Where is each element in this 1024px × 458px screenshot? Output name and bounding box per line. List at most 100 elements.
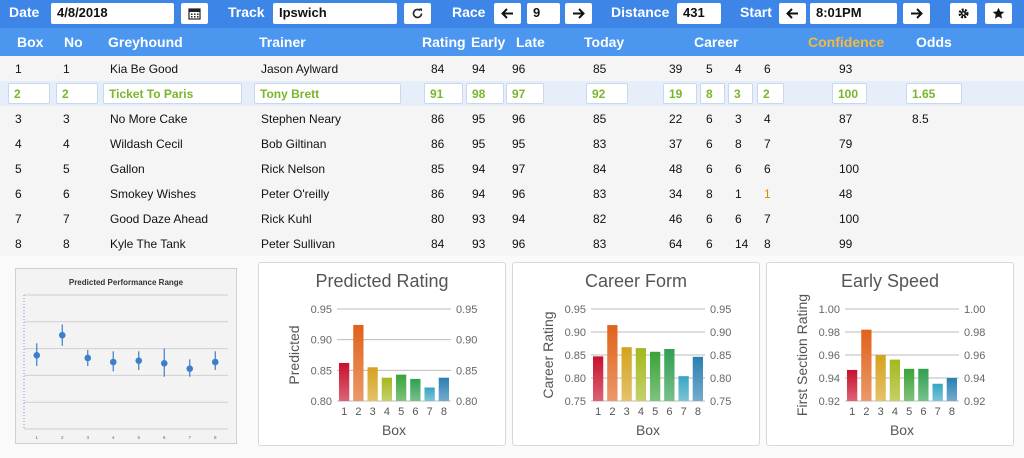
bar-shine [918,368,929,401]
table-row[interactable]: 3 3 No More Cake Stephen Neary 86 95 96 … [0,106,1024,131]
no-field[interactable]: 2 [56,83,98,104]
odds-field[interactable]: 1.65 [906,83,962,104]
box-cell: 5 [15,162,22,176]
y-axis-label: First Section Rating [794,294,810,416]
career-starts-cell: 39 [669,62,683,76]
rating-cell: 84 [431,62,445,76]
settings-button[interactable] [950,3,977,24]
header-rating[interactable]: Rating [422,34,466,50]
x-tick-label: 8 [214,435,217,440]
header-early[interactable]: Early [471,34,506,50]
x-tick-label: 1 [341,406,347,418]
start-input[interactable]: 8:01PM [810,3,897,24]
prev-race-button[interactable] [494,3,521,24]
header-career[interactable]: Career [694,34,739,50]
table-row-selected[interactable]: 2 2 Ticket To Paris Tony Brett 91 98 97 … [0,81,1024,106]
rating-field[interactable]: 91 [424,83,463,104]
predicted-rating-title: Predicted Rating [315,271,449,291]
date-input[interactable]: 4/8/2018 [51,3,174,24]
box-field[interactable]: 2 [8,83,50,104]
career-thirds-cell: 6 [764,62,771,76]
trainer-cell: Bob Giltinan [261,137,327,151]
track-input[interactable]: Ipswich [273,3,397,24]
header-confidence[interactable]: Confidence [808,34,885,50]
table-row[interactable]: 6 6 Smokey Wishes Peter O'reilly 86 94 9… [0,181,1024,206]
early-field[interactable]: 98 [466,83,504,104]
career-starts-field[interactable]: 19 [663,83,697,104]
refresh-button[interactable] [404,3,431,24]
prev-start-button[interactable] [779,3,806,24]
header-box[interactable]: Box [17,34,44,50]
distance-input[interactable]: 431 [677,3,721,24]
x-axis-label: Box [636,422,660,438]
confidence-field[interactable]: 100 [832,83,867,104]
late-field[interactable]: 97 [506,83,544,104]
y-tick-label-right: 0.96 [964,350,985,362]
x-axis-label: Box [890,422,914,438]
race-input[interactable]: 9 [527,3,560,24]
early-cell: 93 [472,237,486,251]
career-wins-cell: 6 [706,112,713,126]
early-speed-panel: Early Speed 1.00 1.00 0.98 0.98 0.96 0.96 0.94… [766,262,1014,446]
x-tick-label: 6 [666,406,672,418]
distance-label: Distance [611,4,670,20]
header-today[interactable]: Today [584,34,625,50]
y-tick-label-right: 0.85 [456,365,477,377]
career-starts-cell: 64 [669,237,683,251]
career-wins-cell: 6 [706,237,713,251]
career-seconds-field[interactable]: 3 [728,83,753,104]
table-row[interactable]: 4 4 Wildash Cecil Bob Giltinan 86 95 95 … [0,131,1024,156]
bar-shine [664,349,675,401]
confidence-cell: 48 [839,187,853,201]
box-cell: 7 [15,212,22,226]
trainer-field[interactable]: Tony Brett [254,83,401,104]
y-axis-label: Career Rating [540,311,556,398]
y-tick-label: 0.90 [311,335,332,347]
career-starts-cell: 37 [669,137,683,151]
bar-shine [875,355,886,401]
career-thirds-field[interactable]: 2 [757,83,784,104]
table-row[interactable]: 8 8 Kyle The Tank Peter Sullivan 84 93 9… [0,231,1024,256]
x-tick-label: 2 [61,435,64,440]
odds-cell: 8.5 [912,112,929,126]
calendar-button[interactable] [181,3,208,24]
left-arrow-icon [786,8,798,19]
career-starts-cell: 22 [669,112,683,126]
y-tick-label: 0.80 [565,373,586,385]
x-tick-label: 1 [35,435,38,440]
trainer-cell: Stephen Neary [261,112,342,126]
no-cell: 8 [63,237,70,251]
early-speed-chart: 1.00 1.00 0.98 0.98 0.96 0.96 0.94 0.94 0.92 0.92… [794,294,985,438]
career-seconds-cell: 3 [735,112,742,126]
table-row[interactable]: 7 7 Good Daze Ahead Rick Kuhl 80 93 94 8… [0,206,1024,231]
box-cell: 3 [15,112,22,126]
header-no[interactable]: No [64,34,83,50]
header-greyhound[interactable]: Greyhound [108,34,183,50]
career-thirds-cell: 8 [764,237,771,251]
predicted-rating-panel: Predicted Rating 0.95 0.95 0.90 0.90 0.85 0.8… [258,262,506,446]
early-cell: 94 [472,162,486,176]
next-start-button[interactable] [903,3,930,24]
left-arrow-icon [501,8,513,19]
confidence-cell: 100 [839,162,860,176]
favorite-button[interactable] [985,3,1012,24]
bar-shine [424,387,435,401]
header-odds[interactable]: Odds [916,34,952,50]
track-label: Track [228,4,265,20]
x-tick-label: 3 [370,406,376,418]
data-point [211,358,219,366]
career-wins-field[interactable]: 8 [700,83,725,104]
header-trainer[interactable]: Trainer [259,34,306,50]
trainer-cell: Rick Nelson [261,162,326,176]
toolbar: Date 4/8/2018 Track Ipswich Race 9 Dista… [0,0,1024,28]
table-row[interactable]: 5 5 Gallon Rick Nelson 85 94 97 84 48 6 … [0,156,1024,181]
y-tick-label-right: 0.85 [710,350,731,362]
table-row[interactable]: 1 1 Kia Be Good Jason Aylward 84 94 96 8… [0,56,1024,81]
early-cell: 93 [472,212,486,226]
today-field[interactable]: 92 [586,83,628,104]
header-late[interactable]: Late [516,34,545,50]
greyhound-field[interactable]: Ticket To Paris [103,83,242,104]
trainer-cell: Peter O'reilly [261,187,330,201]
career-seconds-cell: 6 [735,212,742,226]
next-race-button[interactable] [565,3,592,24]
